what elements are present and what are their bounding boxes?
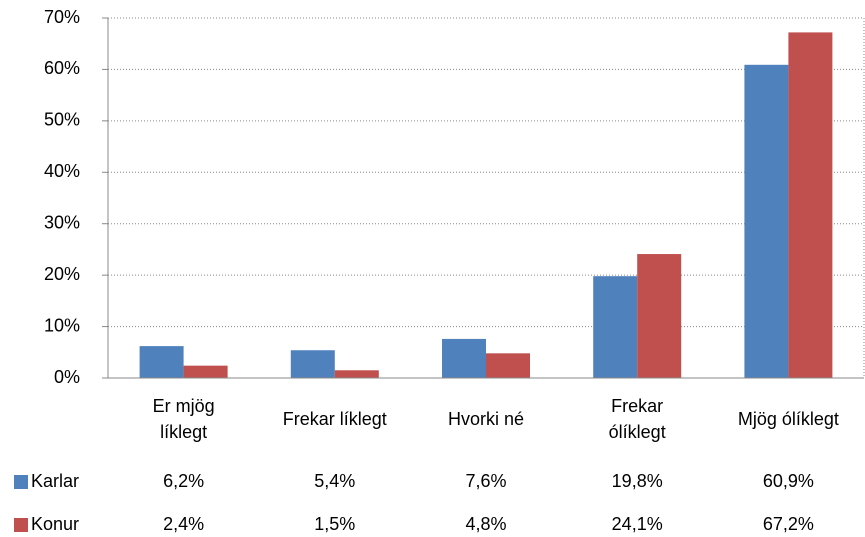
value-label: 60,9% bbox=[763, 471, 814, 491]
bar bbox=[486, 353, 530, 378]
y-tick-label: 20% bbox=[44, 264, 80, 284]
y-tick-label: 10% bbox=[44, 315, 80, 335]
value-label: 5,4% bbox=[314, 471, 355, 491]
x-tick-label: Er mjög líklegt bbox=[152, 396, 215, 442]
x-tick-label: Frekar ólíklegt bbox=[608, 396, 666, 442]
value-label: 67,2% bbox=[763, 514, 814, 534]
bar bbox=[334, 370, 379, 378]
value-label: 4,8% bbox=[465, 514, 506, 534]
legend-swatch bbox=[14, 518, 28, 532]
bar bbox=[183, 365, 228, 378]
bar bbox=[139, 346, 184, 378]
bar bbox=[788, 32, 833, 379]
value-label: 6,2% bbox=[163, 471, 204, 491]
bar bbox=[744, 64, 789, 379]
value-label: 2,4% bbox=[163, 514, 204, 534]
y-tick-label: 60% bbox=[44, 58, 80, 78]
x-tick-label: Mjög ólíklegt bbox=[737, 409, 839, 429]
y-tick-label: 70% bbox=[44, 7, 80, 27]
bar bbox=[593, 276, 638, 378]
y-tick-label: 30% bbox=[44, 212, 80, 232]
legend-label: Karlar bbox=[31, 471, 79, 491]
value-label: 19,8% bbox=[612, 471, 663, 491]
y-tick-label: 50% bbox=[44, 110, 80, 130]
legend-swatch bbox=[14, 475, 28, 489]
value-label: 7,6% bbox=[465, 471, 506, 491]
x-tick-label: Hvorki né bbox=[447, 409, 525, 429]
x-tick-label: Frekar líklegt bbox=[282, 409, 387, 429]
value-label: 1,5% bbox=[314, 514, 355, 534]
y-tick-label: 0% bbox=[54, 367, 80, 387]
y-tick-label: 40% bbox=[44, 161, 80, 181]
bar bbox=[290, 350, 335, 378]
legend-label: Konur bbox=[31, 514, 79, 534]
value-label: 24,1% bbox=[612, 514, 663, 534]
bar bbox=[442, 338, 486, 378]
bar bbox=[637, 254, 682, 378]
